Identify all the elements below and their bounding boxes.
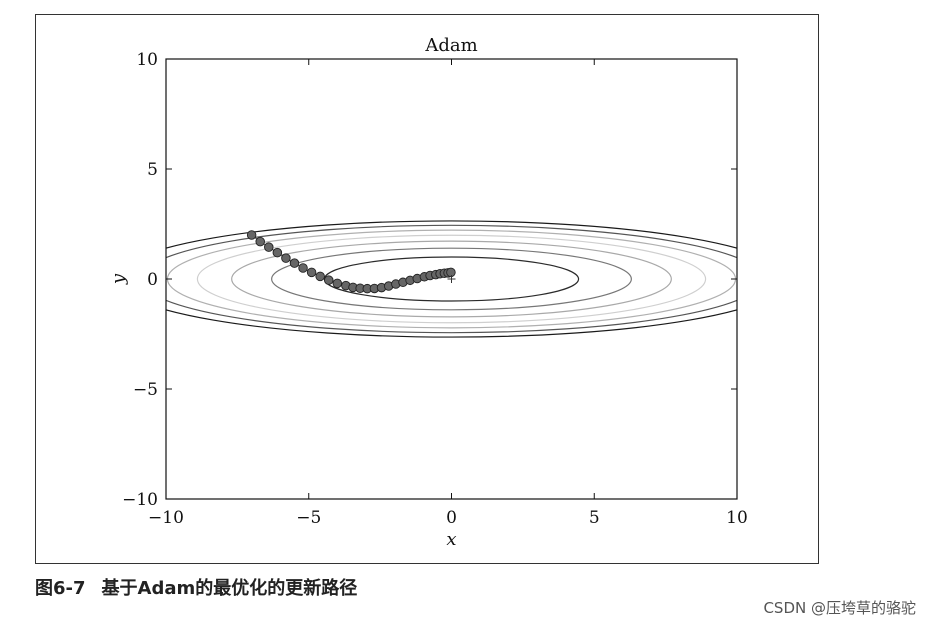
x-tick-label: −5 (296, 508, 321, 528)
x-tick-label: 0 (446, 508, 457, 528)
path-point (289, 258, 300, 268)
path-point (315, 271, 325, 282)
x-tick-label: −10 (148, 508, 184, 528)
chart-title: Adam (424, 35, 477, 56)
caption-text: 基于Adam的最优化的更新路径 (101, 578, 358, 599)
contour-line (271, 247, 632, 311)
contour-line (231, 240, 672, 318)
chart-canvas: Adam −10 −5 0 5 10 −10 −5 0 5 10 x y (108, 35, 748, 550)
path-point (446, 267, 456, 278)
contour-line (166, 220, 737, 338)
minimum-marker (447, 275, 456, 283)
y-tick-label: −5 (133, 380, 158, 400)
figure-caption: 图6-7 基于Adam的最优化的更新路径 (35, 574, 357, 600)
path-point (255, 236, 265, 247)
optimizer-path (246, 230, 456, 294)
contour-line (166, 224, 737, 334)
path-point (246, 230, 257, 240)
x-tick-label: 10 (726, 508, 748, 528)
path-point (323, 275, 334, 285)
x-axis-label: x (446, 529, 456, 550)
path-point (281, 253, 291, 263)
y-axis: −10 −5 0 5 10 (122, 50, 737, 510)
figure-number: 图6-7 (35, 578, 86, 599)
y-tick-label: 5 (147, 160, 158, 180)
x-tick-label: 5 (589, 508, 600, 528)
path-point (264, 242, 274, 252)
path-point (298, 263, 308, 273)
watermark: CSDN @压垮草的骆驼 (763, 599, 916, 617)
path-point (332, 278, 343, 289)
path-point (306, 267, 317, 278)
y-tick-label: 10 (136, 50, 158, 70)
y-axis-label: y (108, 273, 129, 285)
path-point (272, 247, 283, 258)
figure-frame: Adam −10 −5 0 5 10 −10 −5 0 5 10 x y (35, 14, 819, 564)
contour-line (196, 234, 707, 324)
x-axis: −10 −5 0 5 10 (148, 59, 748, 528)
y-tick-label: −10 (122, 490, 158, 510)
minimum-plus-mark (447, 275, 456, 283)
y-tick-label: 0 (147, 270, 158, 290)
